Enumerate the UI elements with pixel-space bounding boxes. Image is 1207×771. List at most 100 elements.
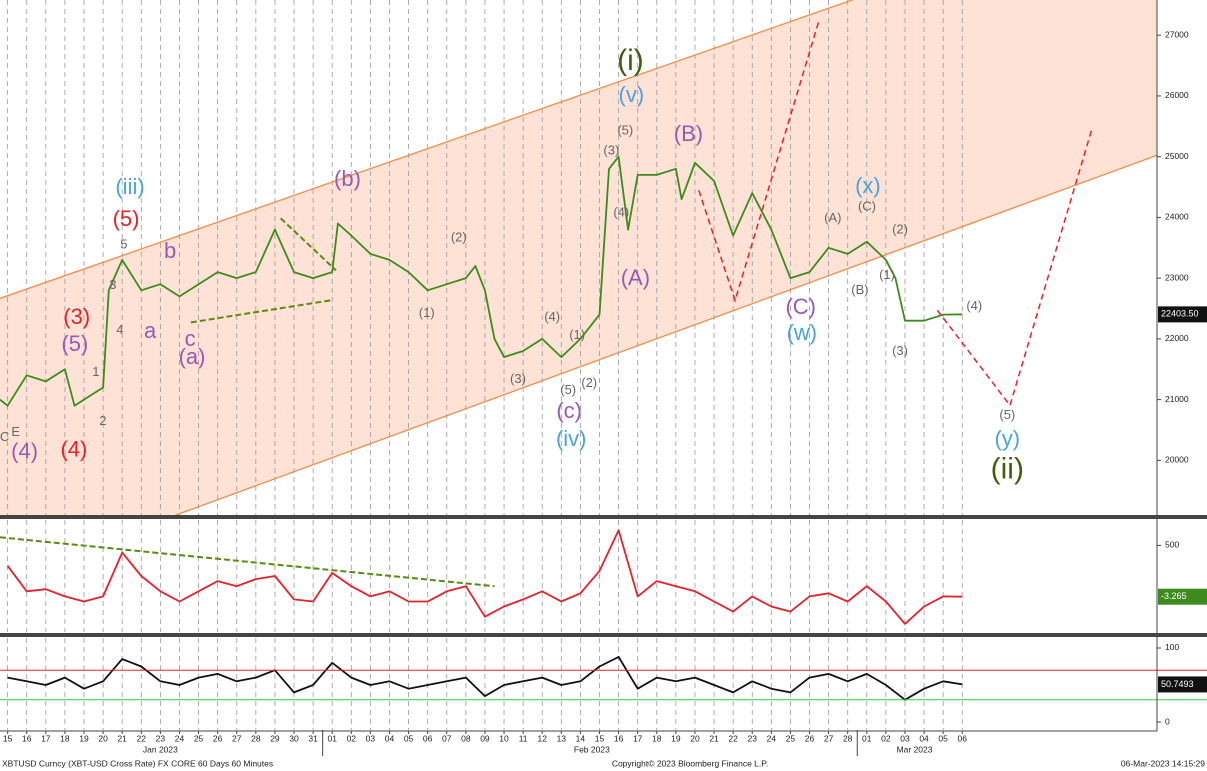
wave-label: c (185, 326, 196, 351)
channel-line (174, 154, 1157, 515)
x-tick-label: 26 (805, 733, 815, 743)
panel-background (0, 638, 1157, 730)
wave-label: (1) (419, 305, 435, 320)
wave-label: (3) (510, 371, 526, 386)
last-value-box (1158, 588, 1207, 605)
x-tick-label: 10 (499, 733, 509, 743)
wave-label: (5) (560, 382, 576, 397)
x-tick-label: 11 (519, 733, 528, 743)
wave-label: (x) (855, 173, 881, 198)
y-tick-label: 20000 (1165, 455, 1189, 465)
x-tick-label: 20 (98, 733, 108, 743)
x-tick-label: 18 (60, 733, 70, 743)
x-tick-label: 30 (289, 733, 299, 743)
trend-line (190, 299, 331, 324)
x-tick-label: 02 (881, 733, 891, 743)
panel (0, 0, 1157, 515)
x-tick-label: 18 (652, 733, 662, 743)
x-tick-label: 04 (385, 733, 395, 743)
wave-label: (i) (617, 44, 644, 77)
wave-label: (1) (569, 327, 585, 342)
x-tick-label: 06 (958, 733, 968, 743)
wave-label: (v) (619, 82, 645, 107)
y-tick-label: 100 (1165, 642, 1179, 652)
x-tick-label: 01 (862, 733, 872, 743)
x-tick-label: 03 (900, 733, 910, 743)
footer-copyright: Copyright© 2023 Bloomberg Finance L.P. (612, 758, 768, 768)
wave-label: (A) (824, 210, 841, 225)
x-tick-label: 08 (461, 733, 471, 743)
wave-label: (w) (787, 320, 818, 345)
wave-label: E (11, 424, 20, 439)
wave-label: (5) (61, 331, 88, 356)
wave-label: (5) (999, 407, 1015, 422)
month-label: Mar 2023 (897, 744, 933, 754)
wave-label: (C) (785, 294, 816, 319)
channel-line (0, 0, 855, 299)
x-tick-label: 29 (270, 733, 280, 743)
x-tick-label: 25 (194, 733, 204, 743)
trend-line (0, 536, 495, 588)
x-tick-label: 07 (442, 733, 452, 743)
y-tick-label: 23000 (1165, 272, 1189, 282)
x-tick-label: 24 (767, 733, 777, 743)
wave-label: (y) (994, 426, 1020, 451)
x-tick-label: 17 (41, 733, 51, 743)
y-tick-label: 21000 (1165, 394, 1189, 404)
panel-background (0, 520, 1157, 632)
series-line (7, 656, 963, 701)
x-tick-label: 21 (709, 733, 719, 743)
wave-label: (3) (892, 343, 908, 358)
x-tick-label: 23 (156, 733, 166, 743)
y-tick-label: 26000 (1165, 90, 1189, 100)
wave-label: 5 (120, 237, 127, 252)
panel-separator (0, 633, 1207, 637)
wave-label: (5) (113, 206, 140, 231)
y-tick-label: 500 (1165, 540, 1179, 550)
trend-line (280, 217, 337, 272)
y-tick-label: 0 (1165, 716, 1170, 726)
wave-label: (B) (674, 121, 703, 146)
projection-line (936, 128, 1093, 408)
wave-label: (4) (966, 298, 982, 313)
x-tick-label: 02 (347, 733, 357, 743)
wave-label: (3) (603, 143, 619, 158)
x-tick-label: 05 (938, 733, 948, 743)
wave-label: (5) (617, 123, 633, 138)
panel (0, 638, 1157, 730)
wave-label: (iii) (115, 174, 144, 199)
x-tick-label: 27 (232, 733, 242, 743)
x-tick-label: 16 (22, 733, 32, 743)
y-tick-label: 22000 (1165, 333, 1189, 343)
x-tick-label: 28 (843, 733, 853, 743)
series-line (6, 529, 963, 625)
last-value-label: 22403.50 (1161, 309, 1199, 319)
y-tick-label: 24000 (1165, 212, 1189, 222)
panel-separator (0, 515, 1207, 519)
wave-label: (B) (851, 282, 868, 297)
wave-label: 2 (99, 413, 106, 428)
y-tick-label: 25000 (1165, 151, 1189, 161)
wave-label: 1 (92, 364, 99, 379)
x-tick-label: 24 (175, 733, 185, 743)
wave-label: (2) (581, 375, 597, 390)
wave-label: b (164, 238, 176, 263)
x-tick-label: 28 (251, 733, 261, 743)
x-tick-label: 09 (480, 733, 490, 743)
month-label: Feb 2023 (574, 744, 610, 754)
series-line (0, 155, 963, 407)
wave-label: (1) (879, 267, 895, 282)
x-tick-label: 15 (595, 733, 605, 743)
month-label: Jan 2023 (143, 744, 178, 754)
footer-timestamp: 06-Mar-2023 14:15:29 (1121, 758, 1205, 768)
last-value-box (1158, 306, 1207, 323)
x-tick-label: 03 (366, 733, 376, 743)
channel-fill (0, 0, 1157, 515)
x-tick-label: 25 (786, 733, 796, 743)
panel (0, 520, 1157, 632)
wave-label: (4) (11, 438, 38, 463)
wave-label: (iv) (556, 426, 587, 451)
wave-label: (a) (179, 344, 206, 369)
x-tick-label: 22 (728, 733, 738, 743)
